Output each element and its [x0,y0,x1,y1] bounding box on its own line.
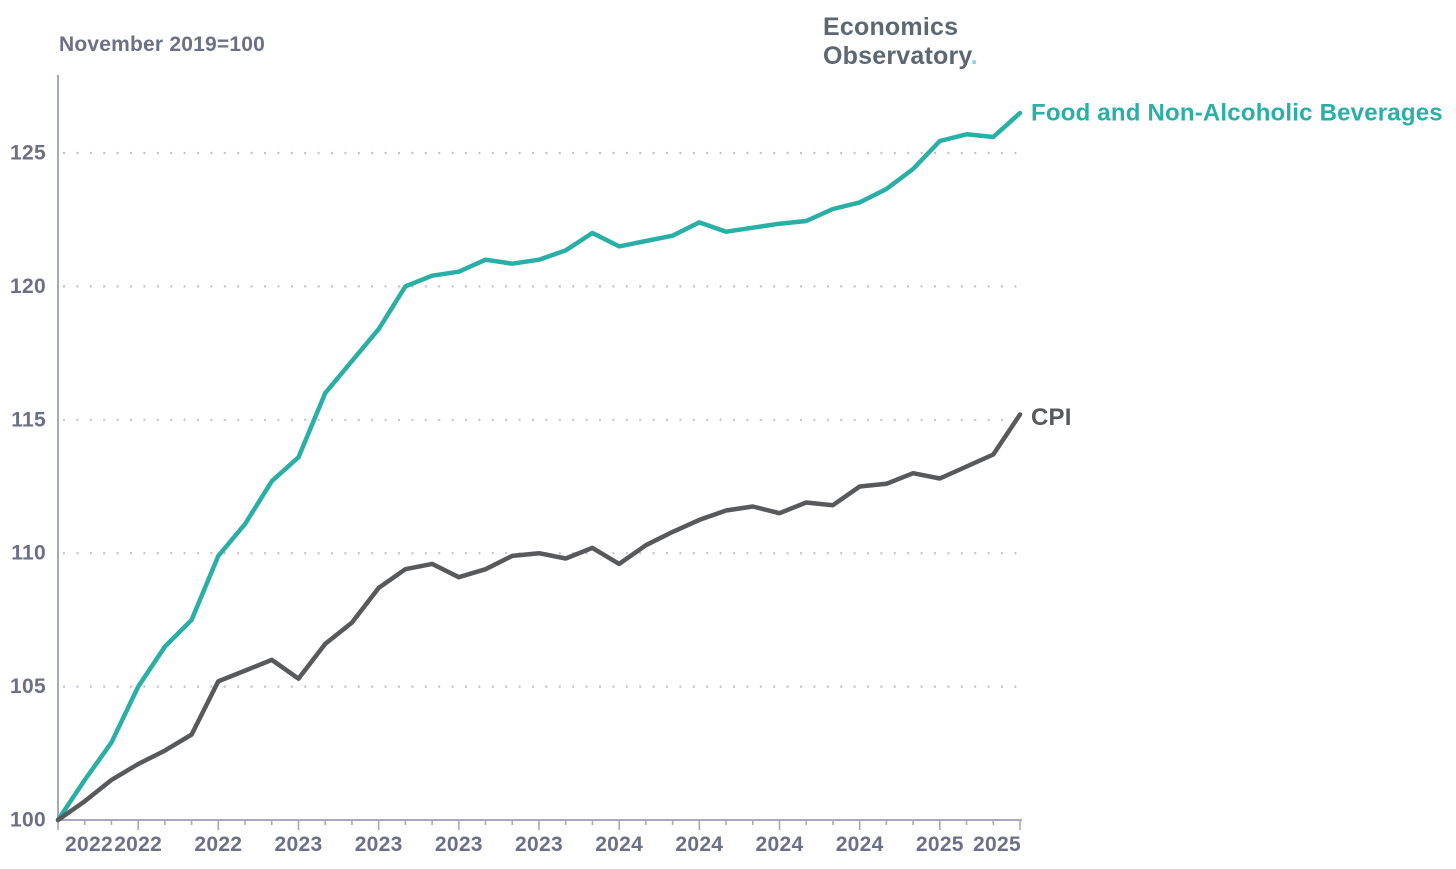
x-tick-label: 2024 [595,833,643,856]
logo-line2: Observatory [823,42,971,70]
logo: Economics Observatory. [823,13,978,71]
x-tick-label: 2024 [675,833,723,856]
y-tick-label: 110 [11,542,46,565]
logo-dot: . [970,42,978,70]
x-tick-label: 2023 [435,833,483,856]
series-label-food: Food and Non-Alcoholic Beverages [1031,99,1443,126]
x-tick-label: 2022 [65,833,113,856]
logo-line1: Economics [823,13,959,41]
chart-subtitle: November 2019=100 [59,33,265,56]
series-line-cpi [55,412,1023,823]
x-tick-label: 2025 [973,833,1021,856]
series-label-cpi: CPI [1031,404,1072,431]
y-tick-label: 105 [10,675,46,698]
x-tick-label: 2024 [836,833,884,856]
x-tick-label: 2024 [756,833,804,856]
x-tick-label: 2025 [916,833,964,856]
x-tick-label: 2023 [515,833,563,856]
series-line-food [55,110,1023,823]
y-tick-label: 115 [11,408,46,431]
x-tick-label: 2023 [355,833,403,856]
y-tick-label: 100 [10,809,46,832]
x-tick-label: 2022 [114,833,162,856]
y-tick-label: 120 [10,275,46,298]
x-tick-label: 2022 [194,833,242,856]
y-tick-label: 125 [10,142,46,165]
x-tick-label: 2023 [275,833,323,856]
